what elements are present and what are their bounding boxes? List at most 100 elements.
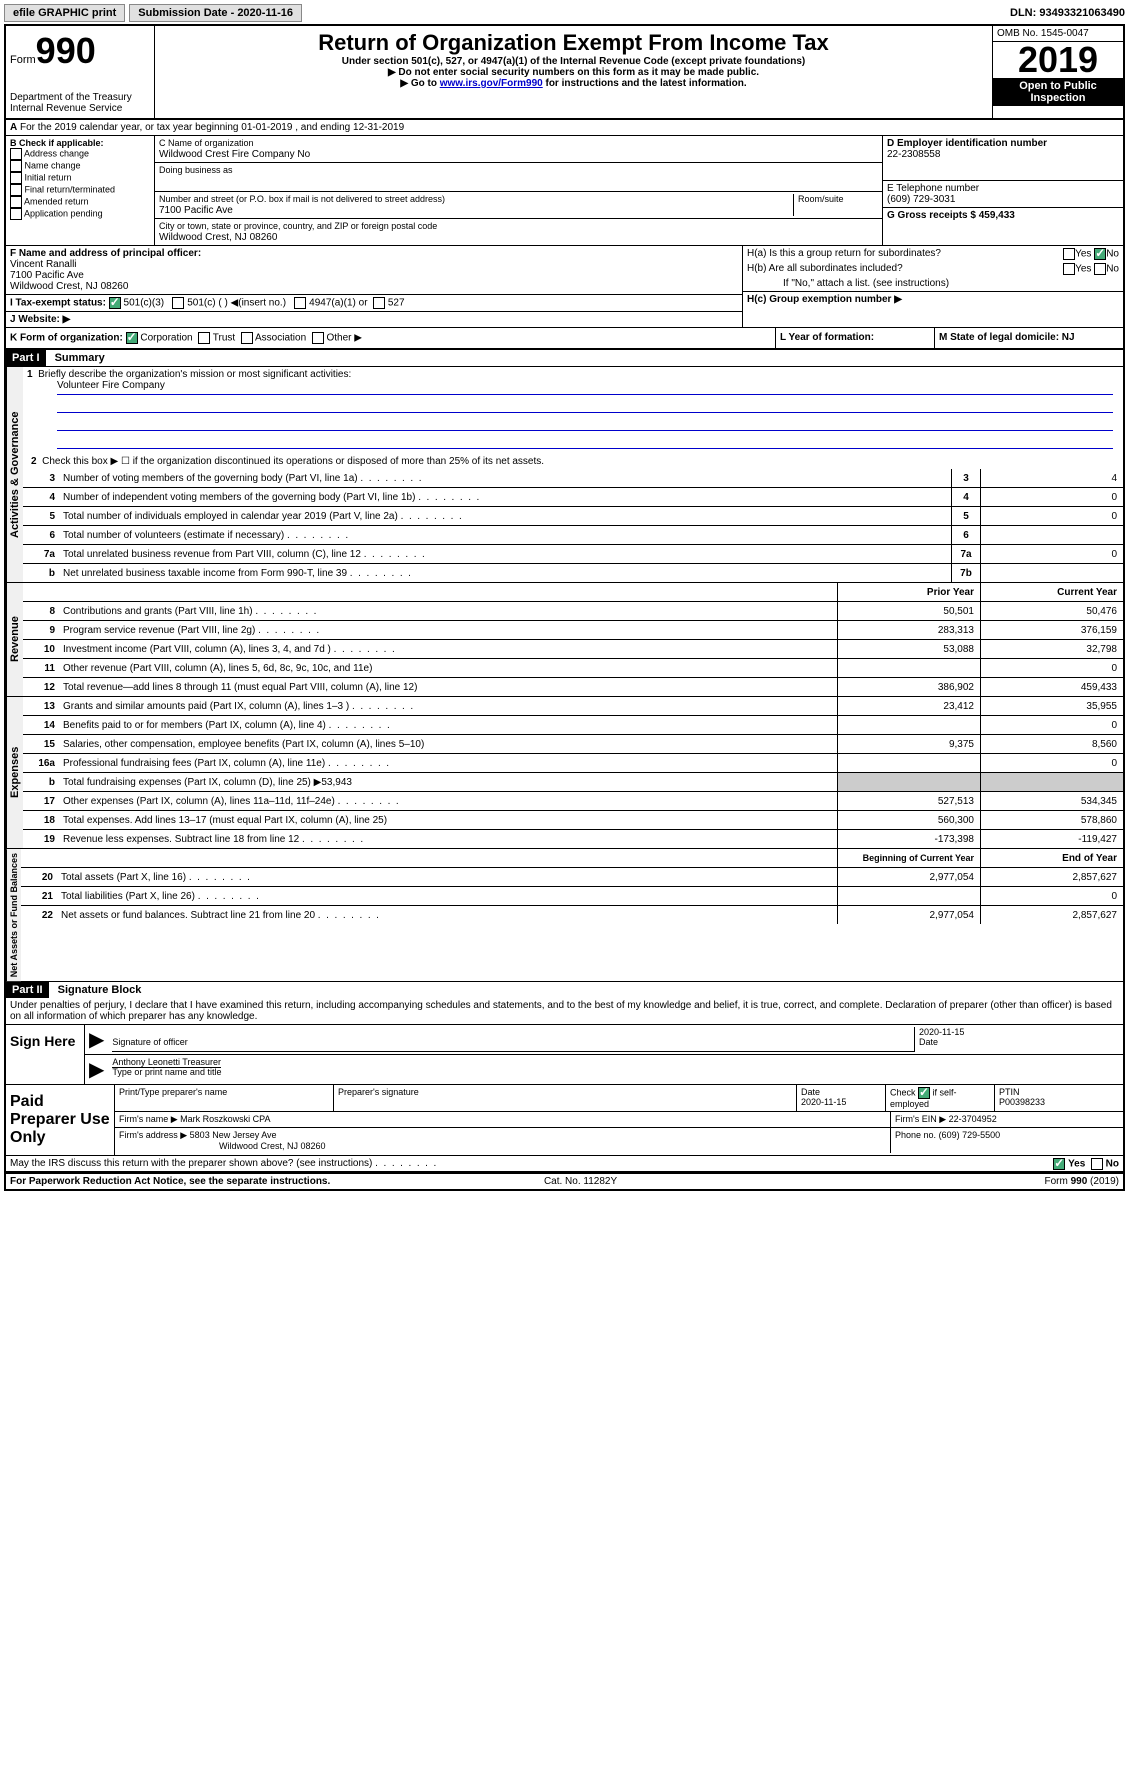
l13-num: 13 [23, 701, 59, 712]
opt-501c3: 501(c)(3) [124, 298, 165, 309]
checkbox-hb-no[interactable] [1094, 263, 1106, 275]
l16a-current: 0 [980, 754, 1123, 772]
form-title: Return of Organization Exempt From Incom… [159, 30, 988, 56]
l6-num: 6 [23, 530, 59, 541]
l7a-text: Total unrelated business revenue from Pa… [59, 549, 951, 560]
section-l: L Year of formation: [780, 332, 874, 343]
l3-text: Number of voting members of the governin… [59, 473, 951, 484]
l7b-val [980, 564, 1123, 582]
checkbox-name-change[interactable] [10, 160, 22, 172]
checkbox-self-employed[interactable] [918, 1087, 930, 1099]
l10-prior: 53,088 [837, 640, 980, 658]
l9-current: 376,159 [980, 621, 1123, 639]
checkbox-ha-no[interactable] [1094, 248, 1106, 260]
l18-prior: 560,300 [837, 811, 980, 829]
l3-val: 4 [980, 469, 1123, 487]
paid-preparer-label: Paid Preparer Use Only [6, 1085, 115, 1155]
section-k-label: K Form of organization: [10, 333, 123, 344]
checkbox-discuss-yes[interactable] [1053, 1158, 1065, 1170]
checkbox-527[interactable] [373, 297, 385, 309]
l16b-num: b [23, 777, 59, 788]
l8-num: 8 [23, 606, 59, 617]
sig-officer-label: Signature of officer [112, 1037, 187, 1047]
sign-arrow-icon: ▶ [89, 1027, 104, 1052]
opt-assoc: Association [255, 333, 306, 344]
l6-box: 6 [951, 526, 980, 544]
dept-label: Department of the Treasury Internal Reve… [10, 92, 150, 114]
l17-prior: 527,513 [837, 792, 980, 810]
opt-4947: 4947(a)(1) or [309, 298, 367, 309]
checkbox-501c[interactable] [172, 297, 184, 309]
checkbox-4947[interactable] [294, 297, 306, 309]
l12-text: Total revenue—add lines 8 through 11 (mu… [59, 682, 837, 693]
l5-box: 5 [951, 507, 980, 525]
l20-current: 2,857,627 [980, 868, 1123, 886]
form-note-2: ▶ Go to www.irs.gov/Form990 for instruct… [159, 78, 988, 89]
efile-button[interactable]: efile GRAPHIC print [4, 4, 125, 22]
dba-label: Doing business as [159, 165, 233, 175]
paid-col5: PTIN [999, 1087, 1020, 1097]
l15-current: 8,560 [980, 735, 1123, 753]
line-2-text: Check this box ▶ ☐ if the organization d… [42, 456, 544, 467]
opt-527: 527 [388, 298, 405, 309]
ha-yes: Yes [1075, 249, 1091, 260]
checkbox-other[interactable] [312, 332, 324, 344]
l7a-box: 7a [951, 545, 980, 563]
l16a-num: 16a [23, 758, 59, 769]
l17-current: 534,345 [980, 792, 1123, 810]
checkbox-corp[interactable] [126, 332, 138, 344]
hb-note: If "No," attach a list. (see instruction… [743, 276, 1123, 292]
l13-current: 35,955 [980, 697, 1123, 715]
firm-addr: 5803 New Jersey Ave [190, 1130, 277, 1140]
officer-addr: 7100 Pacific Ave [10, 270, 84, 281]
hb-yes: Yes [1075, 264, 1091, 275]
checkbox-hb-yes[interactable] [1063, 263, 1075, 275]
l17-text: Other expenses (Part IX, column (A), lin… [59, 796, 837, 807]
l7b-num: b [23, 568, 59, 579]
part-2-header: Part II [6, 982, 49, 998]
irs-link[interactable]: www.irs.gov/Form990 [440, 78, 543, 89]
checkbox-app-pending[interactable] [10, 208, 22, 220]
opt-final-return: Final return/terminated [25, 184, 116, 194]
l6-val [980, 526, 1123, 544]
l16b-current [980, 773, 1123, 791]
checkbox-assoc[interactable] [241, 332, 253, 344]
submission-date-button[interactable]: Submission Date - 2020-11-16 [129, 4, 302, 22]
firm-city: Wildwood Crest, NJ 08260 [219, 1141, 326, 1151]
checkbox-trust[interactable] [198, 332, 210, 344]
prior-year-header: Prior Year [837, 583, 980, 601]
form-note-1: ▶ Do not enter social security numbers o… [159, 67, 988, 78]
l21-num: 21 [21, 891, 57, 902]
opt-address-change: Address change [24, 148, 89, 158]
checkbox-initial-return[interactable] [10, 172, 22, 184]
checkbox-discuss-no[interactable] [1091, 1158, 1103, 1170]
opt-corp: Corporation [140, 333, 192, 344]
l13-prior: 23,412 [837, 697, 980, 715]
l19-num: 19 [23, 834, 59, 845]
current-year-header: Current Year [980, 583, 1123, 601]
l12-current: 459,433 [980, 678, 1123, 696]
checkbox-final-return[interactable] [10, 184, 22, 196]
opt-app-pending: Application pending [24, 208, 103, 218]
l20-num: 20 [21, 872, 57, 883]
l5-num: 5 [23, 511, 59, 522]
l11-num: 11 [23, 663, 59, 674]
l21-current: 0 [980, 887, 1123, 905]
l7b-box: 7b [951, 564, 980, 582]
mission-blank-1 [57, 398, 1113, 413]
l20-text: Total assets (Part X, line 16) [57, 872, 837, 883]
gross-receipts: G Gross receipts $ 459,433 [887, 210, 1015, 221]
checkbox-ha-yes[interactable] [1063, 248, 1075, 260]
dln-label: DLN: 93493321063490 [1010, 7, 1125, 19]
paid-phone: (609) 729-5500 [939, 1130, 1001, 1140]
firm-ein: 22-3704952 [949, 1114, 997, 1124]
checkbox-501c3[interactable] [109, 297, 121, 309]
firm-ein-label: Firm's EIN ▶ [895, 1114, 946, 1124]
form-label: Form [10, 54, 36, 66]
hb-no: No [1106, 264, 1119, 275]
l22-text: Net assets or fund balances. Subtract li… [57, 910, 837, 921]
checkbox-address-change[interactable] [10, 148, 22, 160]
officer-name: Vincent Ranalli [10, 259, 77, 270]
checkbox-amended[interactable] [10, 196, 22, 208]
line-a: A For the 2019 calendar year, or tax yea… [6, 120, 1123, 136]
